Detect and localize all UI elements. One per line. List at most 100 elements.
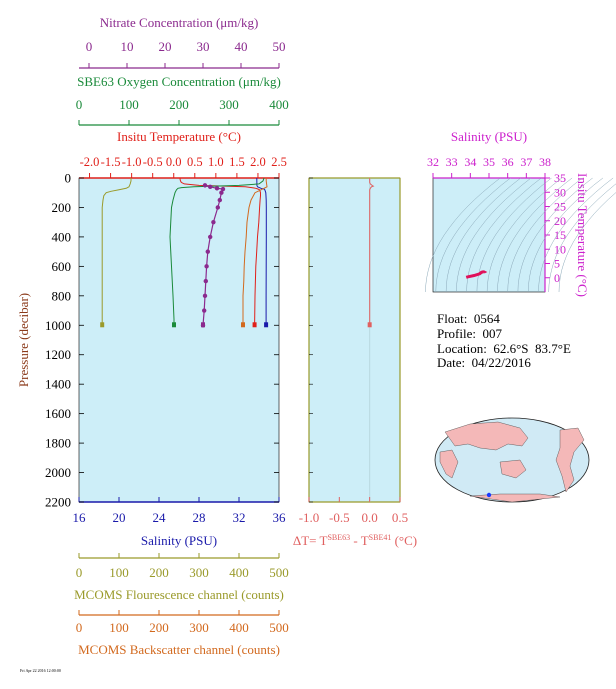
float-location-marker [486, 492, 492, 498]
pressure-tick-label: 1800 [45, 436, 71, 451]
delta-t-tick-label: -1.0 [299, 510, 320, 525]
delta-t-tick-label: 0.0 [362, 510, 378, 525]
temperature-tick-label: -2.0 [80, 155, 100, 169]
nitrate-bottom-marker [201, 322, 205, 328]
ts-contour-line [456, 177, 532, 293]
delta-t-bottom-marker [367, 322, 372, 328]
salinity-tick-label: 16 [73, 510, 87, 525]
pressure-tick-label: 1600 [45, 406, 71, 421]
temperature-tick-label: -1.0 [122, 155, 142, 169]
pressure-tick-label: 2200 [45, 495, 71, 510]
delta-t-plot-area [308, 177, 401, 503]
pressure-tick-label: 1400 [45, 377, 71, 392]
series-layer [100, 177, 488, 328]
nitrate-point [211, 219, 216, 225]
temperature-tick-label: -0.5 [143, 155, 163, 169]
ts-contour-line [548, 183, 616, 293]
ts-temperature-tick-label: 0 [554, 271, 560, 285]
nitrate-point [215, 205, 220, 210]
fluorescence-tick-label: 0 [76, 565, 83, 580]
profile-number: Profile: 007 [437, 326, 502, 341]
temperature-tick-label: 0.0 [166, 155, 182, 169]
delta-t-series-line [369, 178, 375, 326]
ts-contour-line [445, 177, 521, 293]
nitrate-point [204, 264, 209, 269]
nitrate-tick-label: 30 [197, 39, 210, 54]
generation-stamp: Fri Apr 22 2016 12:00:00 [20, 668, 61, 673]
salinity-tick-label: 36 [273, 510, 287, 525]
oxygen-axis-title: SBE63 Oxygen Concentration (μm/kg) [77, 74, 281, 89]
temperature-tick-label: 2.5 [271, 155, 287, 169]
salinity-tick-label: 28 [193, 510, 206, 525]
backscatter-tick-label: 400 [229, 620, 249, 635]
backscatter-axis-title: MCOMS Backscatter channel (counts) [78, 642, 280, 657]
pressure-axis-title: Pressure (decibar) [16, 293, 31, 387]
oxygen-bottom-marker [172, 322, 176, 328]
nitrate-point [217, 197, 222, 203]
nitrate-point [205, 249, 210, 254]
ts-contour-line [507, 177, 583, 293]
salinity-axis-title: Salinity (PSU) [141, 533, 217, 548]
backscatter-series-line [242, 178, 268, 326]
ts-contour-line [497, 177, 573, 293]
temperature-tick-label: 2.0 [250, 155, 266, 169]
temperature-tick-label: 1.0 [208, 155, 224, 169]
profile-date: Date: 04/22/2016 [437, 355, 531, 370]
nitrate-point [202, 293, 208, 299]
ts-temperature-tick-label: 20 [554, 214, 566, 228]
oxygen-tick-label: 400 [269, 97, 289, 112]
fluorescence-tick-label: 100 [109, 565, 129, 580]
pressure-tick-label: 2000 [45, 465, 71, 480]
oxygen-tick-label: 300 [219, 97, 239, 112]
fluorescence-tick-label: 500 [269, 565, 289, 580]
ts-contour-line [538, 177, 614, 293]
temperature-tick-label: 1.5 [229, 155, 245, 169]
ts-salinity-tick-label: 37 [520, 155, 532, 169]
nitrate-point [202, 183, 208, 188]
ts-salinity-tick-label: 33 [446, 155, 458, 169]
backscatter-tick-label: 200 [149, 620, 169, 635]
ts-salinity-axis-title: Salinity (PSU) [451, 129, 527, 144]
location: Location: 62.6°S 83.7°E [437, 341, 571, 356]
pressure-tick-label: 1200 [45, 347, 71, 362]
salinity-tick-label: 24 [153, 510, 167, 525]
oxygen-tick-label: 200 [169, 97, 189, 112]
ts-contour-line [425, 177, 501, 293]
ts-temperature-tick-label: 10 [554, 242, 566, 256]
map-land-asia [444, 421, 529, 451]
ts-contour-line [558, 192, 616, 293]
nitrate-point [220, 186, 226, 192]
nitrate-point [208, 234, 213, 240]
ts-contour-line [466, 177, 542, 293]
ts-temperature-tick-label: 5 [554, 257, 560, 271]
ts-salinity-tick-label: 36 [502, 155, 514, 169]
ts-salinity-tick-label: 34 [464, 155, 476, 169]
float-id: Float: 0564 [437, 311, 500, 326]
pressure-tick-label: 200 [52, 200, 72, 215]
ts-temperature-tick-label: 15 [554, 228, 566, 242]
map-land-antarctica [469, 493, 561, 503]
salinity-tick-label: 32 [233, 510, 246, 525]
fluorescence-tick-label: 400 [229, 565, 249, 580]
map-land-australia [499, 459, 527, 479]
temperature-axis-title: Insitu Temperature (°C) [117, 129, 241, 144]
fluorescence-bottom-marker [100, 322, 105, 328]
nitrate-tick-label: 10 [121, 39, 134, 54]
pressure-tick-label: 600 [52, 259, 72, 274]
salinity-series-line [256, 177, 267, 326]
pressure-tick-label: 1000 [45, 318, 71, 333]
fluorescence-tick-label: 200 [149, 565, 169, 580]
fluorescence-axis-title: MCOMS Flourescence channel (counts) [74, 587, 284, 602]
nitrate-point [202, 308, 207, 313]
backscatter-tick-label: 0 [76, 620, 83, 635]
delta-t-axis-title: ΔT= TSBE63 - TSBE41 (°C) [293, 533, 417, 548]
backscatter-tick-label: 500 [269, 620, 289, 635]
nitrate-point [203, 278, 208, 284]
nitrate-point [219, 190, 224, 195]
ts-temperature-axis-title: Insitu Temperature (°C) [575, 173, 590, 297]
nitrate-tick-label: 50 [273, 39, 286, 54]
temperature-tick-label: 0.5 [187, 155, 203, 169]
ts-contour-line [486, 177, 562, 293]
